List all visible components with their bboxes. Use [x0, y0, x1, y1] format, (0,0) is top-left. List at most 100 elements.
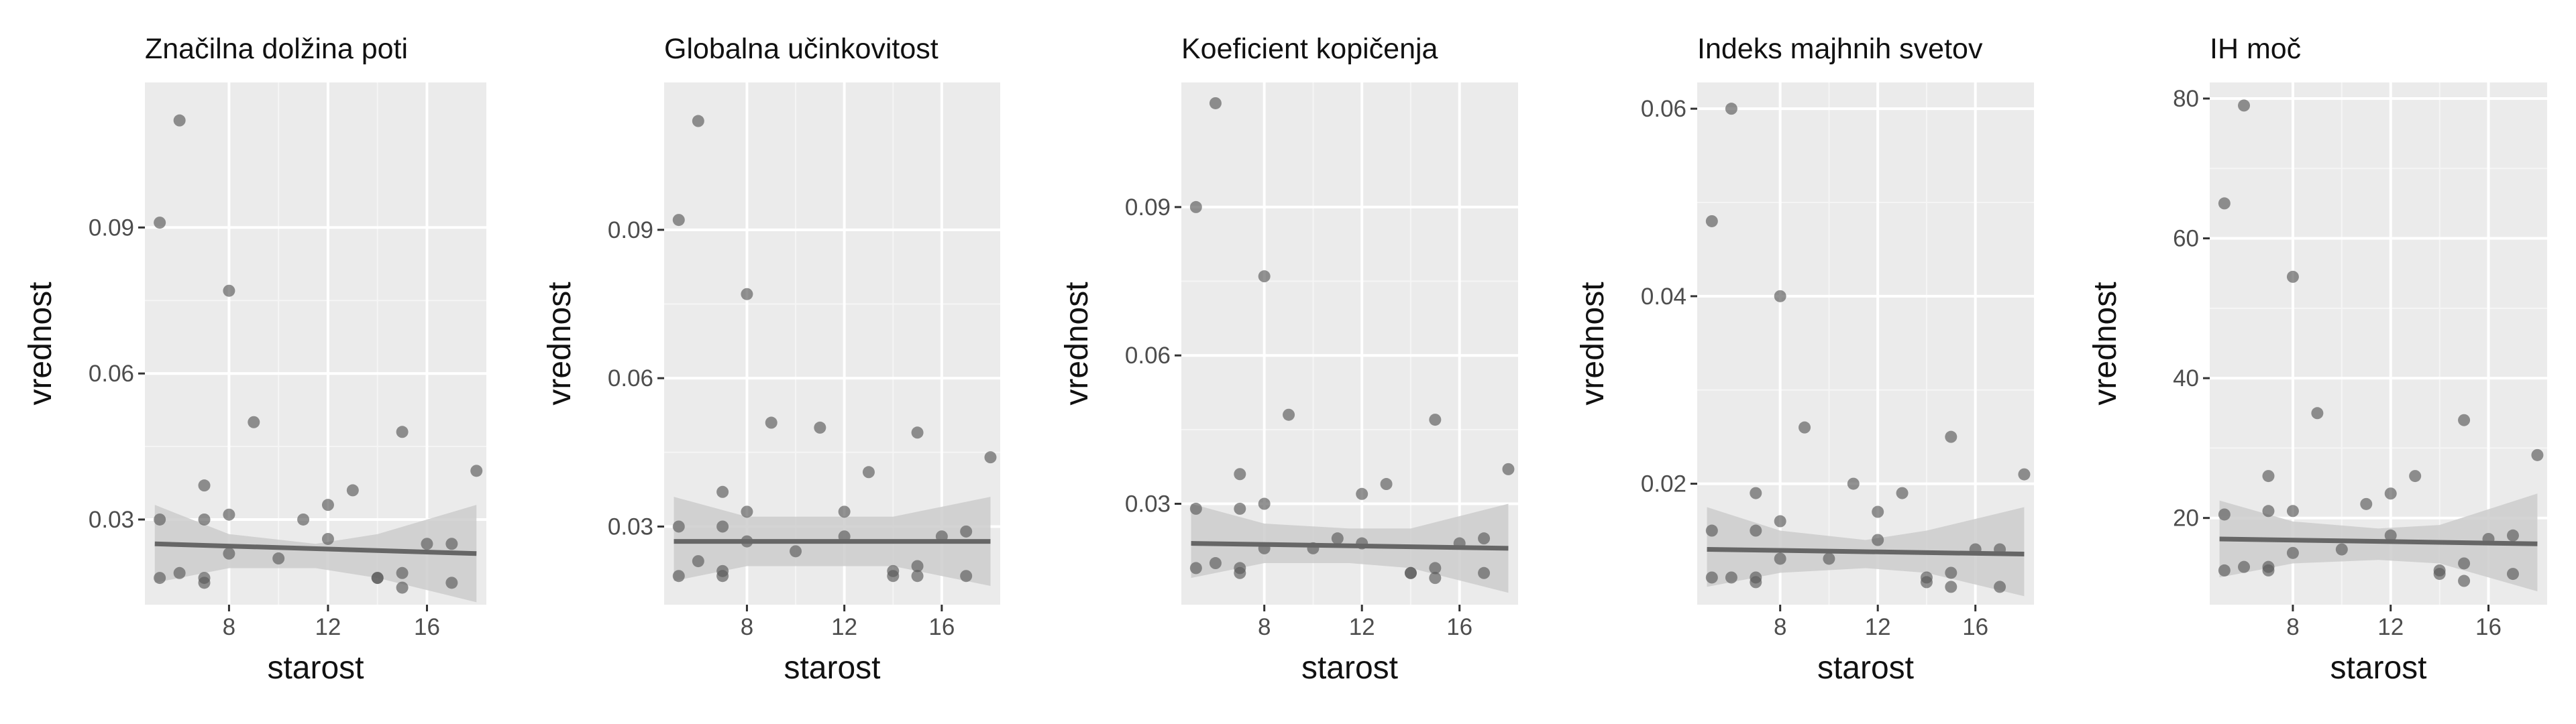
- data-point: [1429, 572, 1442, 585]
- data-point: [1725, 103, 1737, 115]
- x-axis-title: starost: [2330, 650, 2426, 686]
- data-point: [741, 288, 753, 300]
- data-point: [765, 416, 777, 429]
- data-point: [470, 465, 483, 477]
- data-point: [2218, 564, 2231, 577]
- data-point: [421, 538, 433, 550]
- y-tick-label: 0.03: [89, 507, 134, 533]
- data-point: [1872, 534, 1884, 546]
- data-point: [223, 508, 235, 521]
- data-point: [1896, 487, 1909, 499]
- trend-line: [1191, 541, 1509, 551]
- data-point: [198, 513, 211, 526]
- data-point: [1234, 566, 1246, 579]
- confidence-band: [154, 505, 477, 603]
- data-point: [2335, 543, 2348, 556]
- data-point: [297, 513, 310, 526]
- data-point: [692, 115, 704, 127]
- data-point: [1705, 571, 1718, 584]
- data-point: [272, 552, 285, 565]
- panel-title: Globalna učinkovitost: [664, 33, 938, 65]
- y-tick-label: 0.02: [1641, 471, 1686, 497]
- data-point: [1705, 215, 1718, 227]
- data-point: [960, 570, 973, 583]
- data-point: [1429, 562, 1442, 575]
- x-axis-title: starost: [267, 650, 364, 686]
- data-point: [2262, 564, 2275, 577]
- data-point: [960, 525, 973, 538]
- y-axis-title: vrednost: [1059, 282, 1095, 405]
- x-tick-label: 8: [2286, 614, 2299, 640]
- data-point: [716, 520, 729, 533]
- data-point: [1478, 566, 1491, 579]
- y-tick-label: 0.06: [1125, 343, 1171, 369]
- data-point: [1799, 421, 1811, 434]
- y-tick-label: 0.06: [1641, 96, 1686, 122]
- data-point: [1750, 524, 1762, 537]
- data-point: [2506, 568, 2519, 581]
- panel-title: IH moč: [2210, 33, 2301, 65]
- data-point: [2458, 557, 2471, 570]
- data-point: [1774, 515, 1786, 528]
- data-point: [814, 421, 826, 434]
- data-point: [2218, 197, 2231, 210]
- data-point: [741, 505, 753, 518]
- x-axis-title: starost: [784, 650, 880, 686]
- data-point: [154, 217, 166, 229]
- data-point: [838, 505, 851, 518]
- y-tick-label: 0.06: [89, 361, 134, 387]
- data-point: [672, 520, 685, 533]
- data-point: [321, 499, 334, 511]
- data-point: [1774, 290, 1786, 302]
- x-tick-label: 12: [2377, 614, 2404, 640]
- data-point: [1234, 502, 1246, 515]
- data-point: [2360, 497, 2373, 510]
- facet-panel-2: 8 12 16 0.03 0.06 0.09 Globalna učinkovitost st…: [542, 33, 1000, 686]
- data-point: [223, 547, 235, 560]
- data-point: [321, 532, 334, 545]
- x-tick-label: 16: [1962, 614, 1988, 640]
- x-tick-label: 16: [2475, 614, 2502, 640]
- data-point: [1189, 200, 1202, 213]
- panel-title: Koeficient kopičenja: [1181, 33, 1438, 65]
- facet-panel-4: 8 12 16 0.02 0.04 0.06 Indeks majhnih svetov st…: [1575, 33, 2034, 686]
- data-point: [2238, 99, 2251, 112]
- data-point: [1283, 408, 1295, 421]
- facet-panel-5: 8 12 16 20 40 60 80 IH moč starost vrednost: [2088, 33, 2547, 686]
- data-point: [346, 484, 359, 497]
- data-point: [1823, 552, 1835, 565]
- facet-panel-1: 8 12 16 0.03 0.06 0.09 Značilna dolžina poti st…: [23, 33, 486, 686]
- confidence-band: [1191, 503, 1509, 593]
- data-point: [1774, 552, 1786, 565]
- y-axis-title: vrednost: [1575, 282, 1611, 405]
- panel-background: [1697, 82, 2034, 605]
- y-axis-title: vrednost: [2088, 282, 2123, 405]
- data-point: [887, 570, 900, 583]
- y-tick-label: 20: [2173, 505, 2199, 532]
- y-axis-title: vrednost: [23, 282, 58, 405]
- y-tick-label: 0.06: [608, 365, 653, 391]
- y-tick-label: 40: [2173, 365, 2199, 391]
- data-point: [445, 538, 458, 550]
- y-tick-label: 0.03: [608, 514, 653, 540]
- data-point: [2433, 568, 2446, 581]
- data-point: [2409, 470, 2422, 483]
- data-point: [672, 214, 685, 227]
- data-point: [692, 555, 704, 568]
- x-tick-label: 8: [741, 614, 753, 640]
- data-point: [1945, 581, 1957, 593]
- data-point: [396, 426, 409, 438]
- data-point: [2506, 529, 2519, 542]
- data-point: [2262, 470, 2275, 483]
- data-point: [1725, 571, 1737, 584]
- data-point: [984, 451, 997, 464]
- x-tick-label: 12: [1865, 614, 1891, 640]
- data-point: [1209, 97, 1222, 109]
- data-point: [371, 572, 384, 585]
- data-point: [2286, 505, 2299, 518]
- data-point: [248, 416, 260, 428]
- data-point: [396, 566, 409, 579]
- data-point: [716, 570, 729, 583]
- x-axis-title: starost: [1301, 650, 1398, 686]
